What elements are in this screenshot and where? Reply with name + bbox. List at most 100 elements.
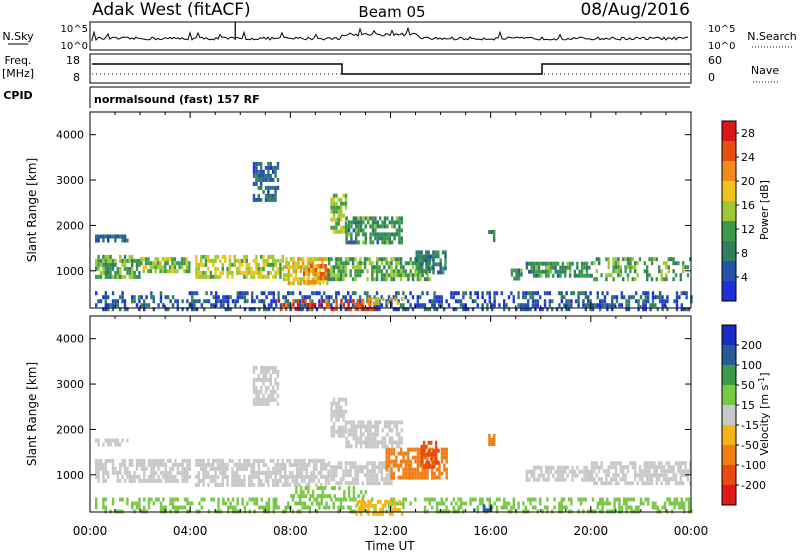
- range-gate-cell: [243, 258, 246, 263]
- range-gate-cell: [634, 269, 637, 274]
- range-gate-cell: [554, 469, 557, 474]
- range-gate-cell: [126, 466, 129, 471]
- range-gate-cell: [183, 478, 187, 483]
- range-gate-cell: [653, 469, 656, 474]
- range-gate-cell: [202, 274, 205, 279]
- range-gate-cell: [123, 466, 127, 471]
- range-gate-cell: [432, 258, 435, 263]
- range-gate-cell: [185, 265, 189, 270]
- range-gate-cell: [601, 291, 604, 296]
- range-gate-cell: [248, 458, 251, 463]
- range-gate-cell: [359, 228, 363, 233]
- range-gate-cell: [363, 473, 367, 478]
- range-gate-cell: [402, 291, 405, 296]
- range-gate-cell: [267, 369, 270, 374]
- range-gate-cell: [197, 262, 200, 267]
- range-gate-cell: [583, 473, 586, 478]
- range-gate-cell: [245, 262, 248, 267]
- range-gate-cell: [221, 266, 224, 271]
- range-gate-cell: [255, 295, 259, 300]
- range-gate-cell: [251, 291, 254, 296]
- range-gate-cell: [359, 220, 363, 225]
- range-gate-cell: [650, 261, 654, 266]
- range-gate-cell: [588, 273, 591, 278]
- range-gate-cell: [221, 482, 224, 487]
- range-gate-cell: [327, 261, 331, 266]
- range-gate-cell: [345, 224, 348, 229]
- range-gate-cell: [310, 280, 313, 284]
- range-gate-cell: [665, 273, 668, 278]
- range-gate-cell: [519, 303, 523, 308]
- range-gate-cell: [243, 462, 246, 467]
- range-gate-cell: [637, 505, 640, 510]
- range-gate-cell: [658, 461, 661, 466]
- range-gate-cell: [197, 470, 200, 475]
- range-gate-cell: [324, 272, 327, 276]
- range-gate-cell: [257, 169, 260, 174]
- range-gate-cell: [267, 470, 270, 475]
- range-gate-cell: [422, 444, 426, 449]
- range-gate-cell: [564, 265, 567, 270]
- range-gate-cell: [552, 273, 555, 278]
- range-gate-cell: [325, 298, 329, 303]
- range-gate-cell: [601, 497, 604, 502]
- range-gate-cell: [335, 298, 338, 303]
- range-gate-cell: [159, 458, 163, 463]
- range-gate-cell: [383, 273, 386, 278]
- range-gate-cell: [212, 295, 215, 300]
- range-gate-cell: [214, 474, 217, 479]
- range-gate-cell: [252, 270, 256, 275]
- range-gate-cell: [290, 265, 293, 270]
- range-gate-cell: [495, 505, 499, 510]
- range-gate-cell: [303, 505, 307, 510]
- range-gate-cell: [371, 465, 374, 470]
- range-gate-cell: [359, 490, 363, 495]
- range-gate-cell: [111, 462, 115, 467]
- range-gate-cell: [390, 277, 393, 282]
- range-gate-cell: [625, 307, 628, 312]
- range-gate-cell: [202, 462, 205, 467]
- range-gate-cell: [360, 499, 363, 504]
- range-gate-cell: [529, 291, 532, 296]
- range-gate-cell: [534, 299, 537, 304]
- range-gate-cell: [426, 475, 429, 480]
- range-gate-cell: [344, 397, 348, 402]
- range-gate-cell: [414, 475, 417, 480]
- range-gate-cell: [399, 475, 403, 480]
- range-gate-cell: [363, 501, 367, 506]
- range-gate-cell: [559, 469, 562, 474]
- range-gate-cell: [332, 469, 336, 474]
- range-gate-cell: [443, 447, 446, 452]
- range-gate-cell: [99, 234, 103, 239]
- range-gate-cell: [471, 307, 475, 312]
- range-gate-cell: [312, 458, 316, 463]
- range-gate-cell: [255, 177, 258, 182]
- range-gate-cell: [624, 477, 627, 482]
- range-gate-cell: [437, 254, 440, 259]
- range-gate-cell: [374, 424, 377, 429]
- range-gate-cell: [529, 307, 532, 312]
- range-gate-cell: [312, 272, 315, 276]
- range-gate-cell: [123, 254, 127, 259]
- range-gate-cell: [156, 265, 160, 270]
- range-gate-cell: [395, 220, 399, 225]
- range-gate-cell: [344, 265, 348, 270]
- range-gate-cell: [614, 477, 618, 482]
- range-gate-cell: [119, 497, 122, 502]
- range-gate-cell: [214, 274, 217, 279]
- range-gate-cell: [212, 258, 215, 263]
- range-gate-cell: [490, 230, 493, 234]
- range-gate-cell: [200, 462, 203, 467]
- range-gate-cell: [359, 440, 363, 445]
- range-gate-cell: [655, 277, 658, 282]
- range-gate-cell: [577, 299, 580, 304]
- range-gate-cell: [181, 307, 184, 312]
- range-gate-cell: [308, 295, 311, 300]
- range-gate-cell: [357, 494, 360, 499]
- range-gate-cell: [111, 266, 115, 271]
- range-gate-cell: [350, 424, 353, 429]
- range-gate-cell: [559, 273, 562, 278]
- range-gate-cell: [620, 303, 623, 308]
- range-gate-cell: [228, 266, 232, 271]
- range-gate-cell: [312, 470, 316, 475]
